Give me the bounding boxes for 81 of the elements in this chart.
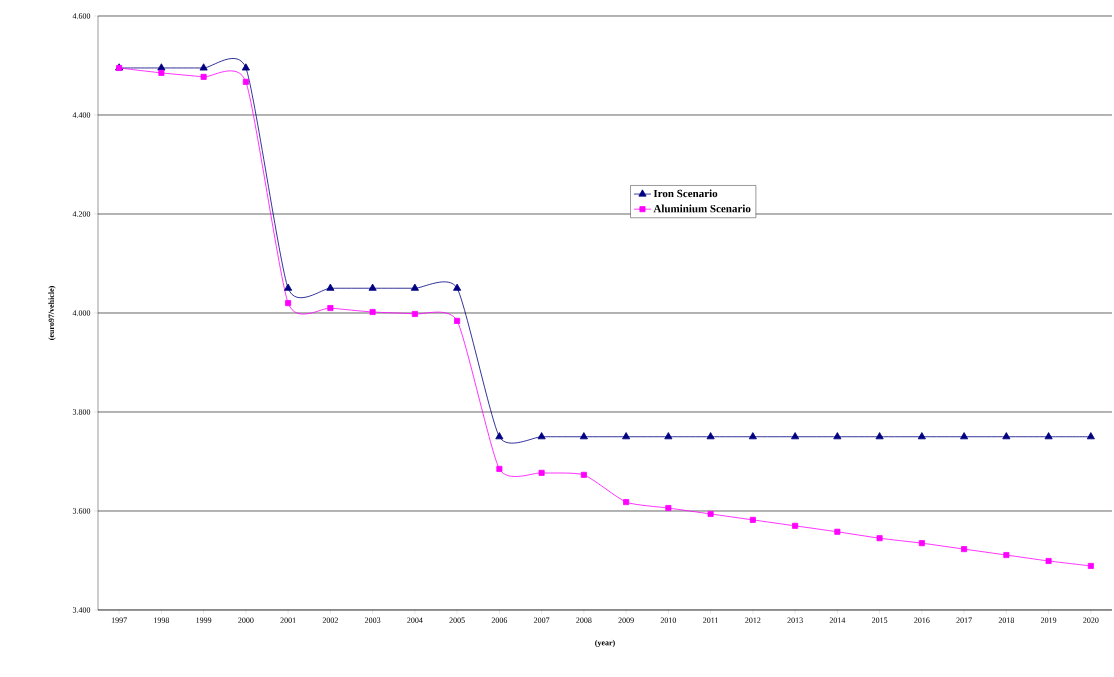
point bbox=[1002, 432, 1011, 440]
x-tick-label: 2008 bbox=[576, 617, 592, 623]
point bbox=[199, 63, 208, 71]
point bbox=[1003, 552, 1010, 559]
x-tick-label: 2013 bbox=[787, 617, 803, 623]
x-tick-label: 1997 bbox=[111, 617, 127, 623]
x-tick-label: 2004 bbox=[407, 617, 423, 623]
y-tick-label: 4.000 bbox=[72, 310, 91, 316]
point bbox=[410, 283, 419, 291]
point bbox=[327, 305, 334, 312]
y-tick-label: 3.400 bbox=[72, 607, 91, 613]
point bbox=[411, 310, 418, 317]
point bbox=[749, 516, 756, 523]
point bbox=[961, 546, 968, 553]
point bbox=[368, 283, 377, 291]
point bbox=[242, 78, 249, 85]
x-tick-label: 2001 bbox=[280, 617, 296, 623]
point bbox=[537, 432, 546, 440]
point bbox=[326, 283, 335, 291]
point bbox=[792, 522, 799, 529]
x-tick-label: 1998 bbox=[154, 617, 170, 623]
x-tick-label: 2020 bbox=[1083, 617, 1099, 623]
x-tick-label: 2010 bbox=[660, 617, 677, 623]
point bbox=[580, 471, 587, 478]
point bbox=[748, 432, 757, 440]
x-tick-label: 2015 bbox=[871, 617, 888, 623]
x-tick-label: 2002 bbox=[322, 617, 338, 623]
point bbox=[241, 63, 250, 71]
y-tick-label: 4.200 bbox=[72, 211, 91, 217]
point bbox=[1045, 557, 1052, 564]
x-tick-label: 2011 bbox=[703, 617, 718, 623]
y-axis-title: (euro97/vehicle) bbox=[48, 286, 56, 340]
point bbox=[496, 465, 503, 472]
point bbox=[706, 432, 715, 440]
x-tick-label: 2012 bbox=[745, 617, 761, 623]
y-tick-label: 3.800 bbox=[72, 409, 91, 415]
point bbox=[158, 69, 165, 76]
x-tick-label: 1999 bbox=[196, 617, 212, 623]
point bbox=[453, 283, 462, 291]
point bbox=[1044, 432, 1053, 440]
point bbox=[200, 73, 207, 80]
x-tick-label: 2006 bbox=[491, 617, 508, 623]
point bbox=[579, 432, 588, 440]
x-tick-label: 2009 bbox=[618, 617, 634, 623]
point bbox=[495, 432, 504, 440]
x-tick-label: 2003 bbox=[364, 617, 381, 623]
x-tick-label: 2014 bbox=[829, 617, 846, 623]
point bbox=[623, 499, 630, 506]
x-tick-label: 2018 bbox=[998, 617, 1015, 623]
point bbox=[157, 63, 166, 71]
point bbox=[665, 505, 672, 512]
y-tick-label: 4.600 bbox=[72, 13, 91, 19]
x-tick-label: 2017 bbox=[956, 617, 972, 623]
point bbox=[369, 309, 376, 315]
point bbox=[791, 432, 800, 440]
x-tick-label: 2000 bbox=[238, 617, 254, 623]
x-axis-title: (year) bbox=[595, 639, 615, 648]
y-tick-label: 3.600 bbox=[72, 508, 91, 514]
point bbox=[454, 317, 461, 324]
x-tick-label: 2019 bbox=[1040, 617, 1057, 623]
legend-label: Aluminium Scenario bbox=[653, 204, 751, 213]
point bbox=[917, 432, 926, 440]
point bbox=[918, 540, 925, 547]
point bbox=[834, 528, 841, 535]
point bbox=[664, 432, 673, 440]
point bbox=[622, 432, 631, 440]
legend-label: Iron Scenario bbox=[653, 189, 718, 198]
point bbox=[875, 432, 884, 440]
point bbox=[538, 469, 545, 476]
y-tick-label: 4.400 bbox=[72, 112, 91, 118]
point bbox=[876, 535, 883, 542]
x-tick-label: 2016 bbox=[914, 617, 930, 623]
point bbox=[285, 300, 292, 307]
x-tick-label: 2007 bbox=[533, 617, 550, 623]
point bbox=[707, 510, 714, 517]
point bbox=[1086, 432, 1095, 440]
point bbox=[960, 432, 969, 440]
point bbox=[284, 283, 293, 291]
point bbox=[833, 432, 842, 440]
x-tick-label: 2005 bbox=[449, 617, 465, 623]
point bbox=[1087, 562, 1094, 569]
